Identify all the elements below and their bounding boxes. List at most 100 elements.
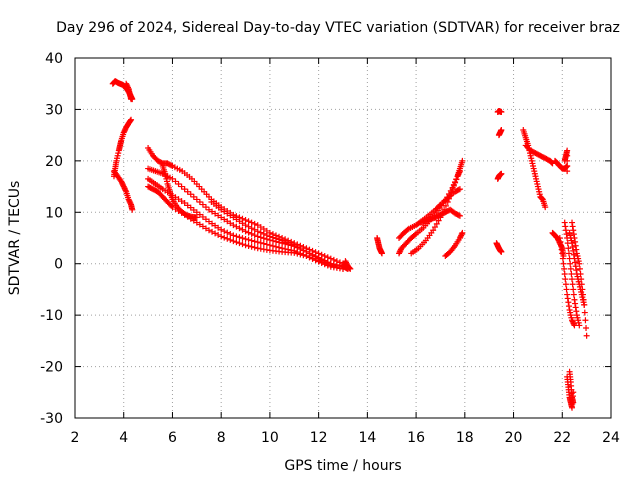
y-tick-label: -10 xyxy=(40,308,63,324)
data-point xyxy=(279,237,286,244)
data-point xyxy=(581,301,588,308)
data-point xyxy=(282,238,289,245)
x-tick-label: 22 xyxy=(553,430,571,446)
y-tick-label: -30 xyxy=(40,411,63,427)
data-point xyxy=(563,231,570,238)
y-tick-label: 10 xyxy=(45,205,63,221)
data-point xyxy=(233,223,240,230)
data-point xyxy=(576,322,583,329)
data-point xyxy=(565,299,572,306)
series-arc-24 xyxy=(551,157,571,172)
data-point xyxy=(206,206,212,213)
data-point xyxy=(561,271,568,277)
data-point xyxy=(573,308,580,315)
data-point xyxy=(452,179,459,186)
data-point xyxy=(294,244,301,251)
data-point xyxy=(558,242,565,249)
series-arc-3 xyxy=(110,168,136,213)
series-arc-30 xyxy=(566,229,588,308)
data-point xyxy=(582,317,589,324)
data-point xyxy=(172,178,179,185)
data-point xyxy=(199,223,206,230)
data-point xyxy=(448,189,455,196)
data-point xyxy=(212,230,219,237)
data-point xyxy=(557,238,564,245)
data-point xyxy=(433,220,440,227)
data-point xyxy=(266,233,273,240)
data-point xyxy=(239,226,246,233)
data-point xyxy=(563,163,570,170)
data-point xyxy=(336,262,343,269)
data-point xyxy=(569,240,576,247)
series-arc-28 xyxy=(561,219,583,329)
data-point xyxy=(248,243,255,250)
data-point xyxy=(558,246,565,253)
data-point xyxy=(411,231,418,238)
data-point xyxy=(245,229,252,236)
data-point xyxy=(236,234,243,241)
data-point xyxy=(251,220,258,227)
data-point xyxy=(260,230,267,237)
series-arc-22 xyxy=(520,127,549,211)
data-point xyxy=(456,212,463,219)
data-point xyxy=(564,147,571,154)
data-point xyxy=(184,188,191,195)
y-axis-label: SDTVAR / TECUs xyxy=(7,181,23,296)
x-tick-label: 2 xyxy=(71,430,80,446)
data-point xyxy=(315,255,322,262)
data-point xyxy=(221,234,228,241)
series-arc-25 xyxy=(561,147,571,175)
data-point xyxy=(576,265,583,272)
data-point xyxy=(562,164,569,171)
data-point xyxy=(224,210,231,217)
data-point xyxy=(431,224,438,231)
data-point xyxy=(572,263,579,270)
data-point xyxy=(245,242,252,249)
data-point xyxy=(257,224,264,231)
data-point xyxy=(565,250,572,257)
data-point xyxy=(568,271,575,277)
data-point xyxy=(233,239,240,246)
data-point xyxy=(215,212,222,219)
data-point xyxy=(184,202,191,209)
series-arc-32 xyxy=(566,368,577,406)
data-point xyxy=(127,117,134,124)
data-point xyxy=(570,251,577,258)
data-point xyxy=(561,219,568,226)
data-point xyxy=(169,175,176,182)
series-arc-16 xyxy=(417,206,463,226)
y-tick-label: 30 xyxy=(45,102,63,118)
data-point xyxy=(571,296,578,303)
data-point xyxy=(306,250,313,257)
data-point xyxy=(565,303,572,310)
data-point xyxy=(257,239,264,246)
data-point xyxy=(573,267,580,274)
data-point xyxy=(199,201,206,208)
data-point xyxy=(583,325,590,331)
data-point xyxy=(212,210,219,217)
data-point xyxy=(560,260,567,267)
series-arc-12 xyxy=(374,235,385,257)
data-point xyxy=(190,217,197,224)
data-point xyxy=(168,202,175,209)
data-point xyxy=(562,227,569,234)
series-arc-21 xyxy=(493,240,505,255)
data-point xyxy=(239,235,246,242)
data-point xyxy=(330,261,337,268)
data-point xyxy=(233,216,240,223)
data-point xyxy=(187,204,194,211)
data-point xyxy=(227,212,234,219)
data-point xyxy=(318,256,325,263)
data-point xyxy=(224,218,231,225)
data-point xyxy=(567,265,574,272)
data-point xyxy=(239,241,246,248)
data-point xyxy=(291,249,298,256)
data-point xyxy=(236,240,243,247)
data-point xyxy=(294,250,301,257)
data-point xyxy=(212,222,219,229)
data-point xyxy=(221,228,228,235)
data-point xyxy=(196,211,203,218)
data-point xyxy=(570,291,577,298)
data-point xyxy=(190,193,197,200)
data-point xyxy=(572,300,579,307)
